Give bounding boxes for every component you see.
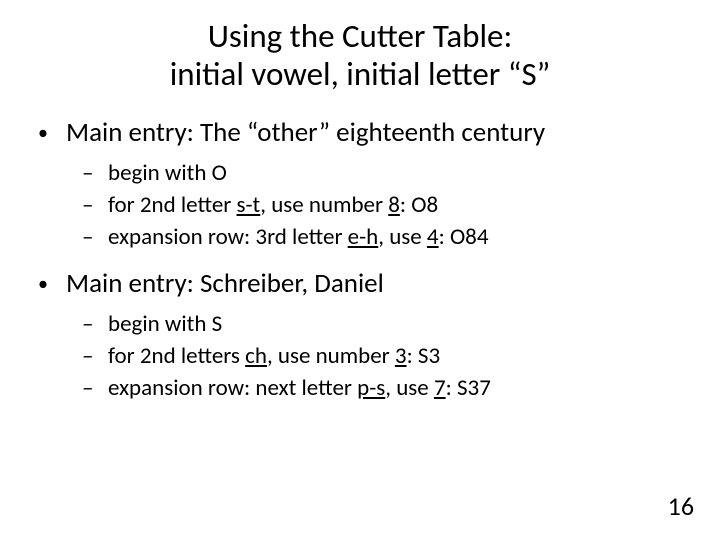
main-entry-1: • Main entry: The “other” eighteenth cen…	[38, 116, 690, 149]
dash-icon: –	[82, 159, 108, 187]
dash-icon: –	[82, 310, 108, 338]
entry-group-1: • Main entry: The “other” eighteenth cen…	[30, 116, 690, 251]
sub-item: – begin with S	[82, 310, 690, 338]
dash-icon: –	[82, 342, 108, 370]
main-entry-2: • Main entry: Schreiber, Daniel	[38, 267, 690, 300]
sub-text: expansion row: next letter p-s, use 7: S…	[108, 374, 491, 402]
sub-item: – for 2nd letters ch, use number 3: S3	[82, 342, 690, 370]
title-line-2: initial vowel, initial letter “S”	[170, 54, 551, 94]
dash-icon: –	[82, 374, 108, 402]
slide: Using the Cutter Table: initial vowel, i…	[0, 0, 720, 540]
sub-text: begin with S	[108, 310, 222, 338]
bullet-icon: •	[38, 274, 66, 294]
sub-text: begin with O	[108, 159, 227, 187]
sub-item: – expansion row: next letter p-s, use 7:…	[82, 374, 690, 402]
page-number: 16	[668, 490, 694, 522]
sub-text: for 2nd letter s-t, use number 8: O8	[108, 191, 438, 219]
slide-title: Using the Cutter Table: initial vowel, i…	[30, 18, 690, 94]
main-entry-1-text: Main entry: The “other” eighteenth centu…	[66, 116, 545, 149]
main-entry-2-text: Main entry: Schreiber, Daniel	[66, 267, 384, 300]
title-line-1: Using the Cutter Table:	[208, 16, 513, 56]
dash-icon: –	[82, 191, 108, 219]
bullet-icon: •	[38, 123, 66, 143]
sub-item: – expansion row: 3rd letter e-h, use 4: …	[82, 223, 690, 251]
entry-group-2: • Main entry: Schreiber, Daniel – begin …	[30, 267, 690, 402]
sub-item: – begin with O	[82, 159, 690, 187]
sub-text: expansion row: 3rd letter e-h, use 4: O8…	[108, 223, 489, 251]
sub-text: for 2nd letters ch, use number 3: S3	[108, 342, 440, 370]
dash-icon: –	[82, 223, 108, 251]
sub-item: – for 2nd letter s-t, use number 8: O8	[82, 191, 690, 219]
